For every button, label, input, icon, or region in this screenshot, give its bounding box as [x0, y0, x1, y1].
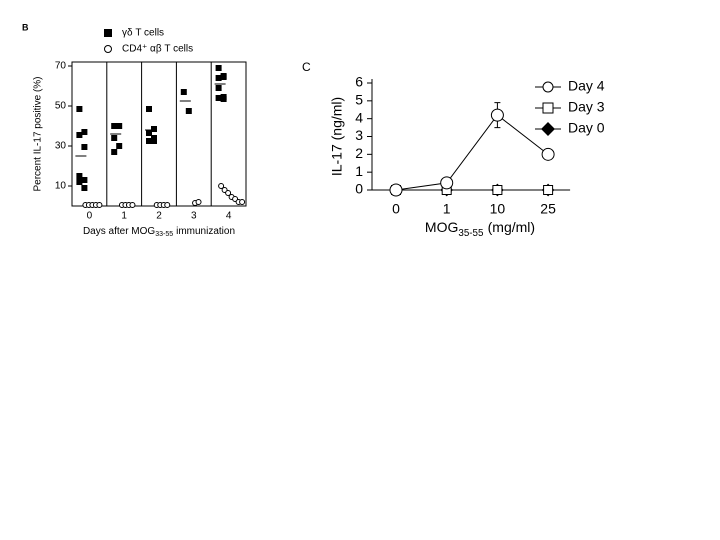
x-axis-label-text: Days after MOG: [83, 226, 155, 237]
x-axis-label-text: MOG: [425, 219, 458, 235]
point: [111, 149, 118, 155]
point: [81, 185, 88, 191]
point: [116, 143, 123, 149]
y-axis-label: Percent IL-17 positive (%): [33, 76, 44, 191]
point: [76, 132, 83, 138]
point: [215, 95, 222, 101]
x-axis-label-tail: immunization: [176, 226, 235, 237]
y-tick-label: 10: [55, 181, 67, 192]
point: [76, 173, 83, 179]
point: [96, 202, 103, 208]
x-tick-label: 0: [87, 211, 93, 222]
point: [492, 185, 503, 195]
legend-marker: [542, 81, 554, 93]
x-tick-label: 25: [540, 201, 556, 217]
legend-label: Day 4: [568, 78, 605, 94]
point: [220, 74, 227, 80]
point: [220, 96, 227, 102]
x-axis-label-subscript: 33-55: [155, 231, 173, 238]
legend-marker: [104, 29, 112, 37]
point: [541, 147, 555, 161]
x-axis-label: MOG35-55 (mg/ml): [425, 219, 535, 239]
y-tick-label: 3: [355, 127, 363, 143]
x-tick-label: 3: [191, 211, 197, 222]
point: [215, 85, 222, 91]
legend-label: Day 0: [568, 120, 605, 136]
panel-label: B: [22, 22, 29, 32]
point: [218, 183, 225, 189]
point: [146, 106, 152, 112]
point: [129, 202, 136, 208]
point: [185, 108, 192, 114]
x-tick-label: 2: [156, 211, 162, 222]
x-axis-label: Days after MOG33-55 immunization: [83, 226, 235, 239]
point: [164, 202, 171, 208]
point: [76, 179, 83, 185]
point: [195, 199, 202, 205]
y-tick-label: 30: [55, 141, 67, 152]
legend-label: Day 3: [568, 99, 605, 115]
legend-marker: [104, 45, 112, 53]
point: [389, 183, 403, 197]
point: [440, 176, 454, 190]
y-tick-label: 1: [355, 163, 363, 179]
y-axis-label: IL-17 (ng/ml): [329, 97, 345, 176]
point: [215, 65, 222, 71]
point: [111, 123, 118, 129]
y-tick-label: 4: [355, 109, 363, 125]
point: [146, 130, 152, 136]
x-axis-label-subscript: 35-55: [458, 228, 484, 239]
legend-marker: [541, 122, 555, 136]
point: [81, 129, 88, 135]
point: [81, 144, 88, 150]
point: [215, 75, 222, 81]
y-tick-label: 5: [355, 92, 363, 108]
x-tick-label: 10: [490, 201, 506, 217]
panel-label: C: [302, 60, 311, 74]
point: [490, 108, 504, 122]
x-tick-label: 1: [443, 201, 451, 217]
point: [151, 126, 157, 132]
point: [151, 138, 157, 144]
x-tick-label: 0: [392, 201, 400, 217]
series-line: [395, 114, 549, 191]
legend-label: CD4⁺ αβ T cells: [122, 44, 193, 55]
point: [239, 199, 246, 205]
point: [76, 106, 83, 112]
y-tick-label: 0: [355, 181, 363, 197]
point: [180, 89, 187, 95]
point: [225, 190, 232, 196]
x-tick-label: 1: [121, 211, 127, 222]
y-tick-label: 2: [355, 145, 363, 161]
legend-label: γδ T cells: [122, 28, 164, 39]
y-tick-label: 70: [55, 61, 67, 72]
point: [146, 138, 152, 144]
y-tick-label: 6: [355, 74, 363, 90]
point: [81, 177, 88, 183]
point: [116, 123, 123, 129]
x-tick-label: 4: [226, 211, 232, 222]
point: [543, 185, 554, 195]
y-tick-label: 50: [55, 101, 67, 112]
legend-marker: [542, 102, 554, 114]
x-axis-label-tail: (mg/ml): [488, 219, 535, 235]
point: [111, 135, 118, 141]
